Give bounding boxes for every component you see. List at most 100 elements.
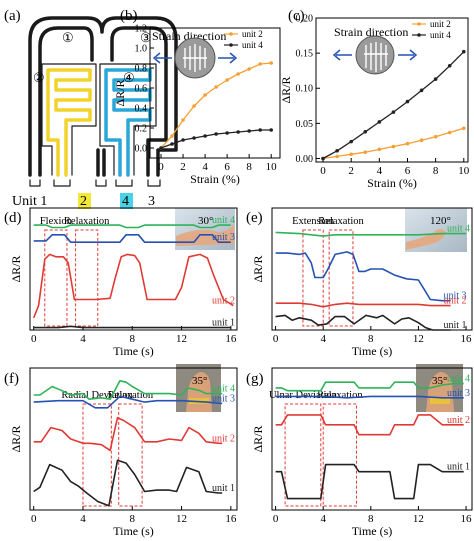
series-label-unit-4: unit 4 (212, 215, 235, 226)
unit4-outline (99, 63, 157, 176)
sensor-disc-icon (355, 35, 395, 75)
series-line-unit-3 (275, 395, 464, 399)
strain-direction-text-c: Strain direction (334, 25, 408, 39)
series-label-unit-3: unit 3 (212, 394, 235, 405)
strain-direction-text-b: Strain direction (152, 29, 226, 43)
data-point (159, 146, 163, 150)
y-tick-label: 0.0 (135, 144, 148, 155)
x-tick-label: 6 (224, 161, 230, 173)
panel-a-label: (a) (4, 8, 21, 24)
series-line-unit-2 (275, 414, 464, 436)
data-point (461, 49, 466, 54)
data-point (269, 61, 273, 65)
y-tick-label: 0.10 (296, 84, 314, 95)
y-tick-label: 0.8 (135, 64, 148, 75)
y-axis-label: ΔR/R (113, 79, 127, 106)
legend-label: unit 4 (430, 30, 451, 40)
event-box (82, 403, 112, 507)
x-tick-label: 4 (202, 161, 208, 173)
data-point (335, 154, 339, 159)
data-point (419, 138, 424, 143)
series-line-unit-1 (33, 325, 231, 329)
sensor-strap (430, 398, 450, 404)
sensor-pattern-icon (183, 44, 207, 72)
x-tick-label: 12 (176, 513, 187, 525)
charts-layer: 0 2 4 6 8 10 0.0 0.2 0.4 0.6 0.8 1.0 1.2 Strain (%) ΔR… (9, 14, 473, 538)
x-tick-label: 8 (130, 333, 136, 345)
series-line-unit-4 (275, 381, 464, 392)
series-line-unit-1 (275, 463, 464, 500)
x-tick-label: 0 (31, 333, 37, 345)
x-tick-label: 0 (158, 161, 164, 173)
x-tick-label: 8 (246, 161, 252, 173)
left-arrow-icon (152, 52, 172, 64)
x-tick-label: 0 (320, 165, 326, 177)
x-tick-label: 4 (80, 333, 86, 345)
plot-frame (149, 27, 281, 159)
event-label: Radial Deviation (61, 390, 133, 401)
y-tick-label: 0.15 (296, 49, 314, 60)
x-tick-label: 8 (368, 333, 374, 345)
x-tick-label: 12 (413, 513, 424, 525)
event-box (302, 229, 324, 327)
y-axis-label: ΔR/R (279, 76, 293, 103)
event-box (322, 403, 358, 507)
x-tick-label: 16 (461, 513, 473, 525)
sensor-pattern-icon (364, 42, 388, 72)
data-point (335, 148, 339, 153)
series-line-unit-3 (275, 251, 451, 302)
series-label-unit-1: unit 1 (212, 318, 235, 329)
legend-label: unit 4 (242, 40, 263, 50)
y-tick-label: 1.0 (135, 44, 148, 55)
data-point (433, 134, 438, 139)
data-point (214, 85, 218, 89)
strain-annotation-b: Strain direction (152, 29, 238, 79)
x-axis-label: Time (s) (113, 344, 154, 358)
angle-label-g: 35° (432, 375, 447, 387)
circle-label-2: ② (33, 70, 45, 85)
data-point (391, 144, 396, 149)
series-label-unit-4: unit 4 (212, 384, 235, 395)
unit-label-2-highlight (78, 193, 91, 209)
event-label: Flexion (40, 216, 73, 227)
panel-e-label: (e) (246, 210, 263, 226)
data-point (363, 150, 368, 154)
event-box (44, 229, 68, 327)
y-tick-label: 1.2 (135, 24, 148, 35)
data-point (192, 136, 196, 140)
data-point (225, 131, 229, 135)
data-point (247, 129, 251, 133)
x-tick-label: 16 (461, 333, 473, 345)
y-axis-label: ΔR/R (9, 255, 23, 282)
unit2-serpentine (46, 68, 92, 177)
x-tick-label: 4 (80, 513, 86, 525)
circle-label-3: ③ (140, 30, 152, 45)
series-label-unit-1: unit 1 (444, 320, 467, 331)
series-label-unit-1: unit 1 (447, 462, 470, 473)
series-line-unit-4 (33, 224, 231, 229)
data-point (181, 138, 185, 142)
data-point (461, 126, 466, 131)
center-trace (96, 148, 106, 177)
panel-a: (a) ① ② ③ ④ Unit 1 2 4 3 (4, 8, 178, 209)
circle-label-1: ① (62, 30, 74, 45)
x-tick-label: 0 (273, 513, 279, 525)
event-box (328, 229, 354, 327)
strain-annotation-c: Strain direction (332, 25, 418, 75)
x-tick-label: 8 (433, 165, 439, 177)
angle-label-e: 120° (430, 215, 451, 227)
unit-label-4: 4 (122, 194, 129, 209)
legend-marker (229, 32, 233, 36)
event-label: Relaxation (108, 390, 154, 401)
x-tick-label: 10 (458, 165, 470, 177)
x-tick-label: 4 (320, 333, 326, 345)
series-line-unit-1 (275, 314, 451, 331)
series-label-unit-4: unit 4 (447, 374, 470, 385)
circle-label-4: ④ (123, 70, 135, 85)
series-line-unit-2 (322, 127, 464, 160)
data-point (236, 72, 240, 76)
data-point (203, 134, 207, 138)
